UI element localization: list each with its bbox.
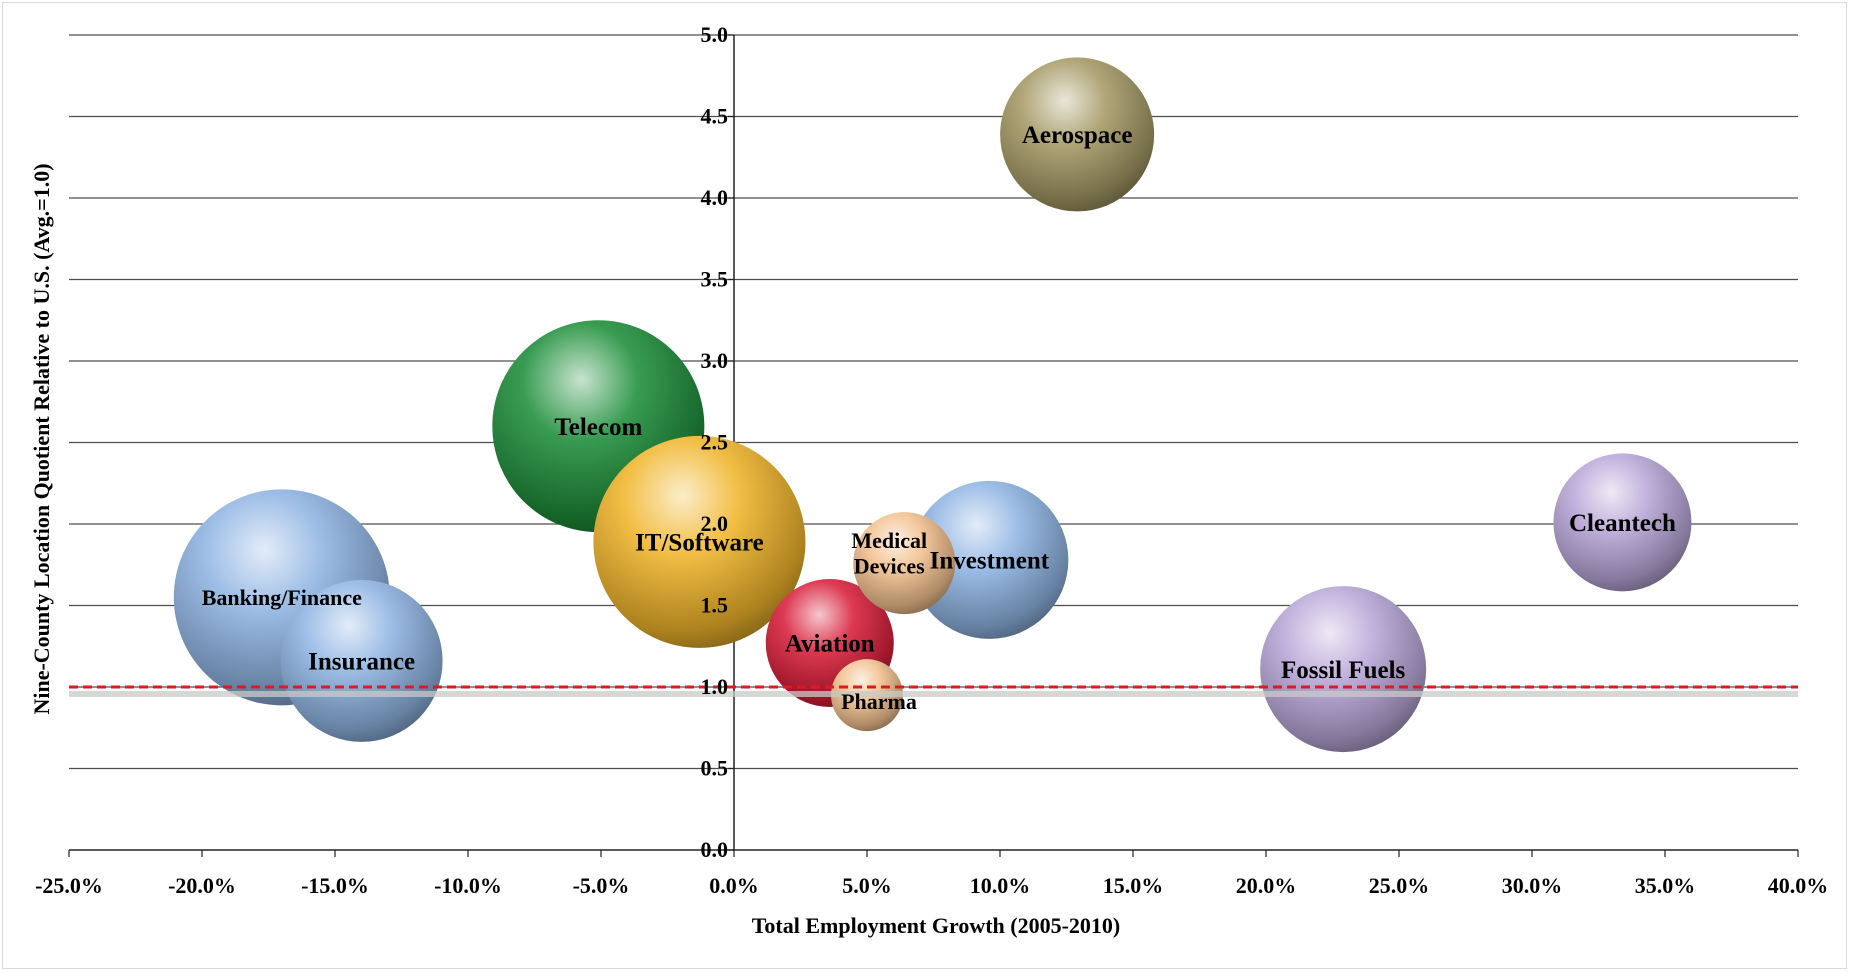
bubble-label-aviation: Aviation xyxy=(785,631,875,658)
x-tick-label-30-0: 30.0% xyxy=(1502,873,1563,898)
y-tick-labels: 0.0 0.5 1.0 1.5 2.0 2.5 3.0 3.5 4.0 4.5 5.0 xyxy=(701,22,729,862)
reference-line-layer xyxy=(69,685,1798,697)
y-tick-label-0.5: 0.5 xyxy=(701,756,729,781)
bubble-label-banking-finance: Banking/Finance xyxy=(202,585,362,610)
x-axis-title: Total Employment Growth (2005-2010) xyxy=(752,913,1121,938)
x-tick-label-25-0: 25.0% xyxy=(1369,873,1430,898)
bubble-chart: 0.0 0.5 1.0 1.5 2.0 2.5 3.0 3.5 4.0 4.5 5.0 Bankin… xyxy=(29,22,1828,938)
bubble-cleantech xyxy=(1553,453,1692,592)
x-tick-label-35-0: 35.0% xyxy=(1635,873,1696,898)
x-tick-label-5-0: -5.0% xyxy=(573,873,630,898)
bubble-label-telecom: Telecom xyxy=(554,414,642,441)
bubble-it-software xyxy=(593,435,806,648)
y-tick-label-3.5: 3.5 xyxy=(701,267,729,292)
bubbles xyxy=(173,57,1692,753)
x-tick-labels: -25.0% -20.0% -15.0% -10.0% -5.0% 0.0% 5.0% 10.… xyxy=(35,873,1828,898)
x-tick-label-15-0: 15.0% xyxy=(1103,873,1164,898)
x-tick-label-10-0: 10.0% xyxy=(970,873,1031,898)
y-tick-label-1.5: 1.5 xyxy=(701,593,729,618)
x-tick-label-15-0: -15.0% xyxy=(301,873,369,898)
y-tick-label-5.0: 5.0 xyxy=(701,22,729,47)
bubble-label-investment: Investment xyxy=(930,548,1050,575)
x-tick-label-20-0: -20.0% xyxy=(168,873,236,898)
y-axis-title: Nine-County Location Quotient Relative t… xyxy=(29,163,54,714)
bubble-label-pharma: Pharma xyxy=(841,689,917,714)
x-tick-label-0-0: 0.0% xyxy=(709,873,759,898)
y-tick-label-4.0: 4.0 xyxy=(701,185,729,210)
bubble-label-cleantech: Cleantech xyxy=(1569,510,1676,537)
bubble-investment xyxy=(910,480,1069,639)
bubble-insurance xyxy=(280,579,443,742)
x-tick-label-20-0: 20.0% xyxy=(1236,873,1297,898)
bubble-aerospace xyxy=(1000,57,1155,212)
y-tick-label-1.0: 1.0 xyxy=(701,674,729,699)
bubble-label-insurance: Insurance xyxy=(308,649,415,676)
bubble-fossil-fuels xyxy=(1260,586,1427,753)
bubble-label-medical-devices: Medical Devices xyxy=(851,528,927,578)
bubble-label-fossil-fuels: Fossil Fuels xyxy=(1281,657,1406,684)
bubble-label-aerospace: Aerospace xyxy=(1022,122,1133,149)
y-tick-label-2.0: 2.0 xyxy=(701,511,729,536)
y-tick-label-0.0: 0.0 xyxy=(701,837,729,862)
x-tick-label-25-0: -25.0% xyxy=(35,873,103,898)
y-tick-label-4.5: 4.5 xyxy=(701,104,729,129)
y-tick-label-3.0: 3.0 xyxy=(701,348,729,373)
bubble-label-it-software: IT/Software xyxy=(635,530,764,557)
bubble-medical-devices xyxy=(853,512,956,615)
x-tick-label-40-0: 40.0% xyxy=(1768,873,1829,898)
y-tick-label-2.5: 2.5 xyxy=(701,430,729,455)
x-tick-label-5-0: 5.0% xyxy=(842,873,892,898)
bubble-labels: Banking/Finance Insurance Telecom IT/Softwa… xyxy=(202,122,1676,714)
x-tick-label-10-0: -10.0% xyxy=(434,873,502,898)
